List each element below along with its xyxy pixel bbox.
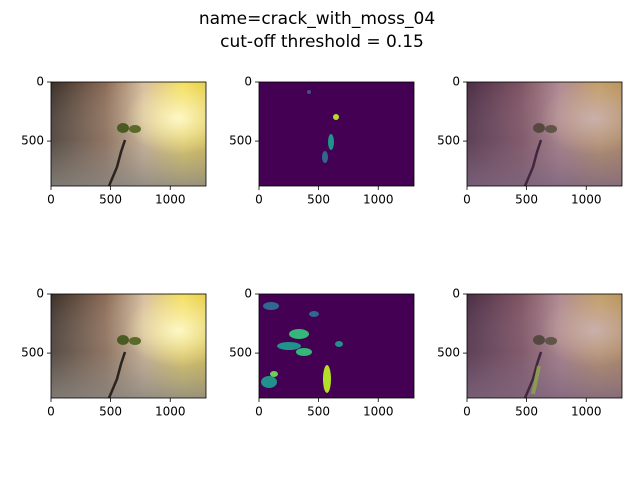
x-tick-label: 0 [255, 193, 263, 207]
heat-blob [335, 341, 343, 347]
x-tick-label: 0 [255, 405, 263, 419]
leaf [117, 123, 129, 133]
x-tick-label: 500 [515, 193, 538, 207]
x-tick-label: 500 [99, 405, 122, 419]
axes-frame [258, 81, 415, 187]
y-tick-label: 0 [452, 75, 460, 89]
heat-blob [333, 114, 339, 120]
heat-blob [309, 311, 319, 317]
x-tick-label: 500 [307, 193, 330, 207]
leaf [533, 335, 545, 345]
photo-sun [51, 82, 206, 186]
x-tick-label: 1000 [363, 405, 394, 419]
x-tick-label: 1000 [571, 193, 602, 207]
overlay-streak [531, 365, 541, 395]
x-tick-label: 0 [47, 405, 55, 419]
overlay-tint [467, 82, 622, 186]
heat-blob [322, 151, 328, 163]
subplot: 0 500 1000 0 500 [229, 287, 415, 419]
x-tick-label: 0 [463, 405, 471, 419]
leaf [129, 337, 141, 345]
y-tick-label: 0 [244, 287, 252, 301]
y-tick-label: 0 [36, 75, 44, 89]
crack [523, 139, 543, 187]
y-tick-label: 500 [21, 346, 44, 360]
heat-blob [289, 329, 309, 339]
heat-blob [270, 371, 278, 377]
heat-blob [328, 134, 334, 150]
y-tick-label: 500 [437, 346, 460, 360]
x-tick-label: 0 [463, 193, 471, 207]
y-tick-label: 0 [244, 75, 252, 89]
x-tick-label: 500 [515, 405, 538, 419]
x-tick-label: 1000 [155, 193, 186, 207]
subplot: 0 500 1000 0 500 [229, 75, 415, 207]
y-tick-label: 0 [452, 287, 460, 301]
x-tick-label: 1000 [363, 193, 394, 207]
figure-title: name=crack_with_moss_04 [199, 9, 435, 29]
photo-sun [51, 294, 206, 398]
leaf [533, 123, 545, 133]
y-tick-label: 500 [229, 134, 252, 148]
heat-blob [261, 376, 277, 388]
crack [107, 139, 127, 187]
heat-blob [323, 365, 331, 393]
heat-blob [296, 348, 312, 356]
y-tick-label: 500 [229, 346, 252, 360]
y-tick-label: 0 [36, 287, 44, 301]
y-tick-label: 500 [437, 134, 460, 148]
x-tick-label: 500 [99, 193, 122, 207]
crack [523, 351, 543, 399]
x-tick-label: 500 [307, 405, 330, 419]
crack [107, 351, 127, 399]
subplot: 0 500 1000 0 500 [437, 75, 623, 207]
x-tick-label: 0 [47, 193, 55, 207]
photo-sun [467, 294, 622, 398]
axes-frame [50, 81, 207, 187]
overlay-tint [467, 294, 622, 398]
heat-blob [263, 302, 279, 310]
leaf [117, 335, 129, 345]
heat-blob [307, 90, 311, 94]
x-tick-label: 1000 [155, 405, 186, 419]
photo-sun [467, 82, 622, 186]
y-tick-label: 500 [21, 134, 44, 148]
heatmap-base [259, 82, 414, 186]
leaf [129, 125, 141, 133]
leaf [545, 125, 557, 133]
subplot: 0 500 1000 0 500 [21, 75, 207, 207]
axes-frame [50, 293, 207, 399]
axes-frame [258, 293, 415, 399]
subplot: 0 500 1000 0 500 [21, 287, 207, 419]
subplot: 0 500 1000 0 500 [437, 287, 623, 419]
axes-frame [466, 81, 623, 187]
x-tick-label: 1000 [571, 405, 602, 419]
heat-blob [277, 342, 301, 350]
leaf [545, 337, 557, 345]
axes-frame [466, 293, 623, 399]
figure-subtitle: cut-off threshold = 0.15 [220, 32, 424, 52]
